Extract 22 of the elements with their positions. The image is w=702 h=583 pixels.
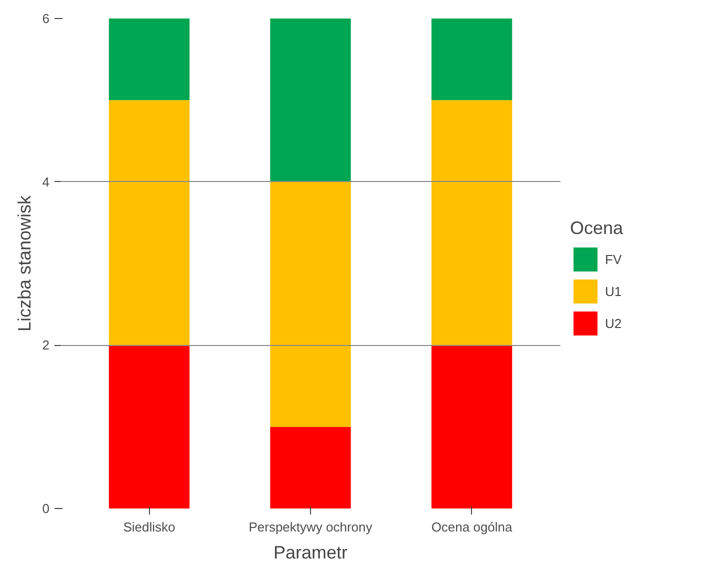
y-tick-label: 2 (42, 338, 50, 353)
legend-label: U1 (605, 284, 623, 298)
bar (108, 100, 190, 346)
legend-label: U2 (605, 316, 623, 330)
y-tick-label: 6 (42, 11, 50, 26)
bar (270, 426, 351, 508)
bar (270, 18, 351, 182)
y-axis-title: Liczba stanowisk (14, 194, 34, 332)
bar (270, 182, 351, 427)
x-tick-label: Perspektywy ochrony (248, 520, 373, 534)
bar (431, 100, 512, 346)
bar (108, 18, 190, 100)
x-tick-label: Ocena ogólna (431, 520, 514, 534)
x-tick-label: Siedlisko (123, 520, 176, 534)
bar (108, 345, 190, 508)
legend-label: FV (605, 252, 623, 266)
bar (431, 345, 512, 508)
x-axis-title: Parametr (273, 542, 348, 562)
bar (431, 18, 512, 100)
y-tick-label: 4 (42, 174, 50, 190)
legend-title: Ocena (570, 218, 624, 239)
y-tick-label: 0 (42, 501, 50, 516)
